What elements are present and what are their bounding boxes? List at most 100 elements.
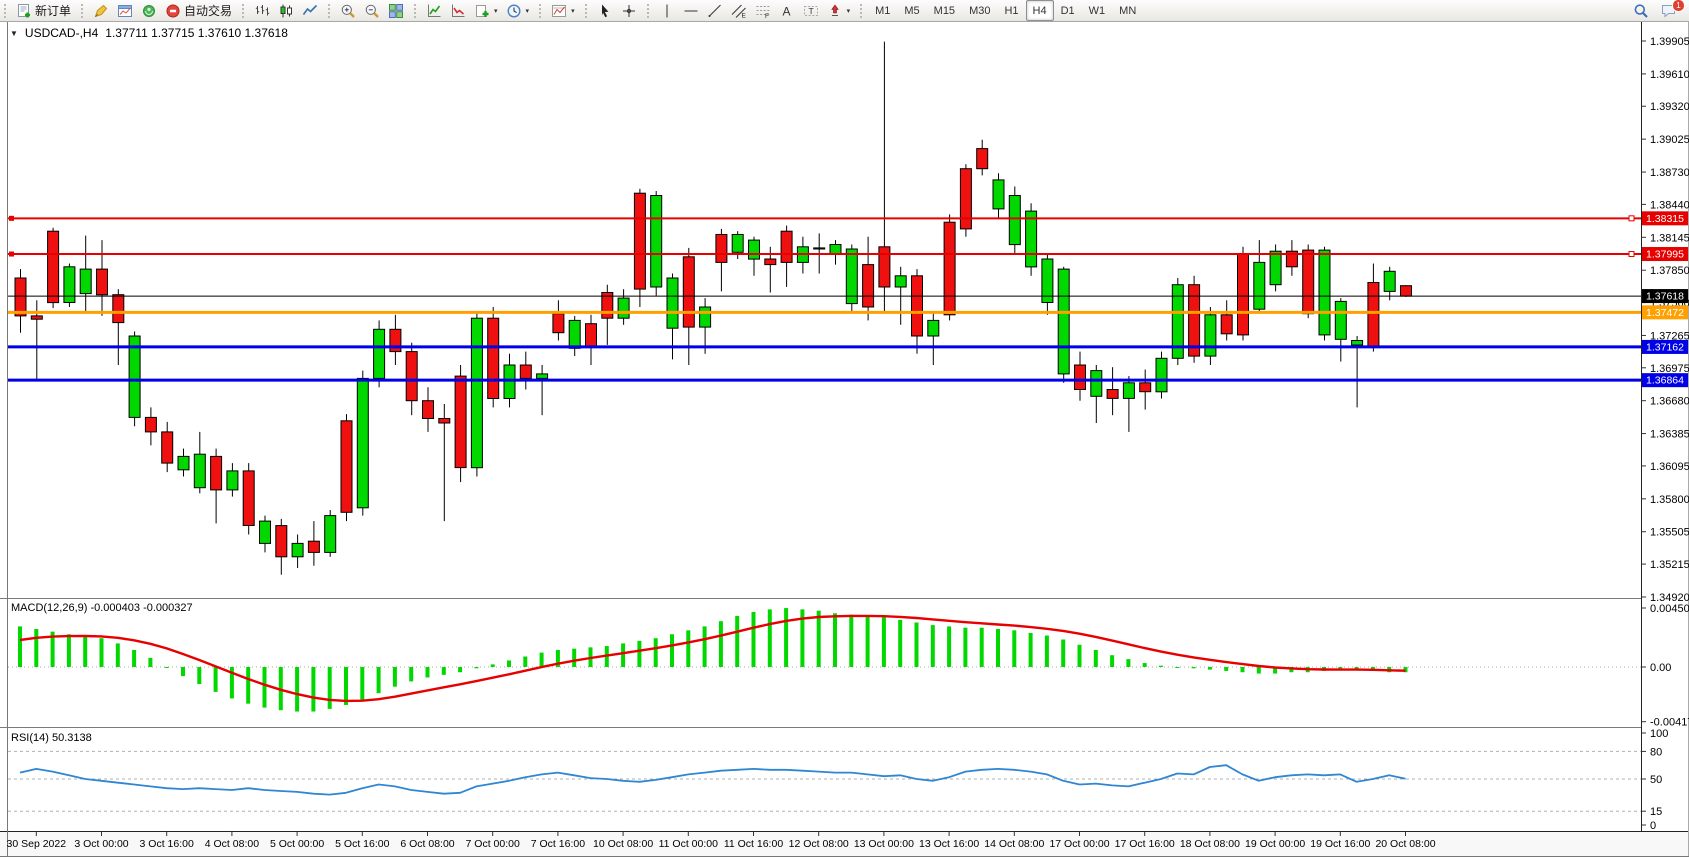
timeframe-m30-button[interactable]: M30	[962, 0, 997, 21]
text-icon: A	[782, 4, 790, 18]
macd-bar	[963, 627, 968, 667]
toolbar-grip[interactable]	[242, 3, 246, 18]
periods-button[interactable]: ▾	[502, 0, 534, 21]
candle-body	[470, 317, 483, 469]
one-click-trading-arrow-icon[interactable]: ▼	[10, 28, 18, 38]
toolbar-grip[interactable]	[414, 3, 418, 18]
candle-body	[1155, 357, 1168, 393]
equidistant-channel-button[interactable]: E	[727, 0, 751, 21]
templates-button[interactable]: ▾	[547, 0, 579, 21]
vline-icon	[666, 4, 668, 17]
vertical-line-button[interactable]	[655, 0, 679, 21]
candle-body	[405, 351, 418, 402]
toolbar-grip[interactable]	[539, 3, 543, 18]
macd-bar	[686, 630, 691, 667]
dropdown-caret-icon: ▾	[571, 7, 575, 15]
axis-label: 3 Oct 00:00	[74, 838, 128, 850]
macd-bar	[1159, 665, 1163, 667]
candle-body	[552, 313, 565, 334]
zoom-in-button[interactable]	[336, 0, 360, 21]
zoom-out-button[interactable]	[360, 0, 384, 21]
toolbar-group	[238, 0, 324, 22]
axis-label: 6 Oct 08:00	[400, 838, 454, 850]
trendline-button[interactable]	[703, 0, 727, 21]
candle-body	[731, 234, 744, 253]
candle-body	[422, 400, 434, 420]
axis-label: 1.39610	[1650, 69, 1689, 81]
resistance-line-2-handle[interactable]	[9, 251, 14, 257]
candle-body	[487, 317, 500, 400]
macd-bar	[490, 664, 495, 667]
macd-bar	[865, 615, 870, 667]
candle-body	[14, 277, 27, 317]
timeframe-mn-button[interactable]: MN	[1112, 0, 1143, 21]
macd-bar	[898, 619, 903, 667]
text-button[interactable]: A	[775, 0, 799, 21]
timeframe-h4-button[interactable]: H4	[1025, 0, 1054, 21]
cursor-button[interactable]	[593, 0, 617, 21]
axis-label: 1.37850	[1650, 265, 1689, 277]
text-label-button[interactable]: T	[799, 0, 823, 21]
macd-bar	[425, 667, 430, 678]
resistance-line-2-handle[interactable]	[1628, 251, 1635, 258]
autotrading-button[interactable]: 自动交易	[161, 0, 236, 21]
horizontal-line-button[interactable]	[679, 0, 703, 21]
timeframe-d1-button[interactable]: D1	[1054, 0, 1082, 21]
timeframe-h1-button[interactable]: H1	[997, 0, 1025, 21]
timeframe-m5-button[interactable]: M5	[897, 0, 926, 21]
macd-bar	[1126, 659, 1131, 667]
candle-body	[959, 168, 972, 230]
candle-body	[373, 328, 386, 379]
new-chart-button[interactable]	[113, 0, 137, 21]
chart-bars-button[interactable]	[250, 0, 274, 21]
timeframe-w1-button-label: W1	[1088, 4, 1106, 17]
fibonacci-button[interactable]: F	[751, 0, 775, 21]
chart-canvas[interactable]: 1.39905 1.39610 1.39320 1.39025 1.38730 1.384…	[0, 22, 1689, 857]
chat-button[interactable]: 1	[1657, 0, 1685, 21]
candle-body	[1367, 282, 1380, 347]
timeframe-m5-button-label: M5	[904, 4, 920, 17]
crosshair-button[interactable]	[617, 0, 641, 21]
timeframe-w1-button[interactable]: W1	[1082, 0, 1113, 21]
candle-body	[1400, 285, 1412, 297]
price-axis-background	[1641, 22, 1689, 831]
axis-label: 1.36975	[1650, 363, 1689, 375]
time-axis[interactable]	[0, 832, 1689, 857]
toolbar-grip[interactable]	[4, 3, 8, 18]
timeframe-m15-button[interactable]: M15	[927, 0, 962, 21]
resistance-line-1-handle[interactable]	[9, 215, 14, 221]
tile-windows-button[interactable]	[384, 0, 408, 21]
toolbar-grip[interactable]	[646, 3, 651, 18]
resistance-line-1-handle[interactable]	[1628, 215, 1635, 222]
axis-label: 1.35215	[1650, 559, 1689, 571]
toolbar-grip[interactable]	[584, 3, 589, 18]
profiles-button[interactable]	[137, 0, 161, 21]
candle-body	[193, 453, 206, 489]
metaeditor-button[interactable]	[89, 0, 113, 21]
chart-candles-button[interactable]	[274, 0, 298, 21]
timeframe-m15-button-label: M15	[933, 4, 956, 17]
indicator-windows-button[interactable]	[446, 0, 470, 21]
search-button[interactable]	[1629, 0, 1653, 21]
chart-line-button[interactable]	[298, 0, 322, 21]
indicator-windows-icon	[452, 4, 465, 17]
rsi-label: RSI(14) 50.3138	[11, 732, 92, 744]
macd-bar	[702, 626, 707, 667]
macd-bar	[637, 640, 642, 667]
label-icon: T	[803, 5, 818, 16]
toolbar-grip[interactable]	[81, 3, 85, 18]
arrows-button[interactable]: ▾	[823, 0, 855, 21]
new-order-button[interactable]: 新订单	[12, 0, 75, 21]
channel-icon: E	[731, 4, 746, 19]
indicators-button[interactable]	[422, 0, 446, 21]
candle-body	[813, 247, 826, 250]
timeframe-d1-button-label: D1	[1060, 4, 1075, 17]
price-axis[interactable]	[1641, 22, 1689, 832]
axis-label: 7 Oct 16:00	[531, 838, 585, 850]
toolbar-grip[interactable]	[860, 3, 864, 18]
toolbar-group: 新订单	[0, 0, 77, 22]
toolbar-grip[interactable]	[328, 3, 332, 18]
timeframe-mn-button-label: MN	[1119, 4, 1137, 17]
add-indicator-button[interactable]: ▾	[470, 0, 502, 21]
timeframe-m1-button[interactable]: M1	[868, 0, 897, 21]
